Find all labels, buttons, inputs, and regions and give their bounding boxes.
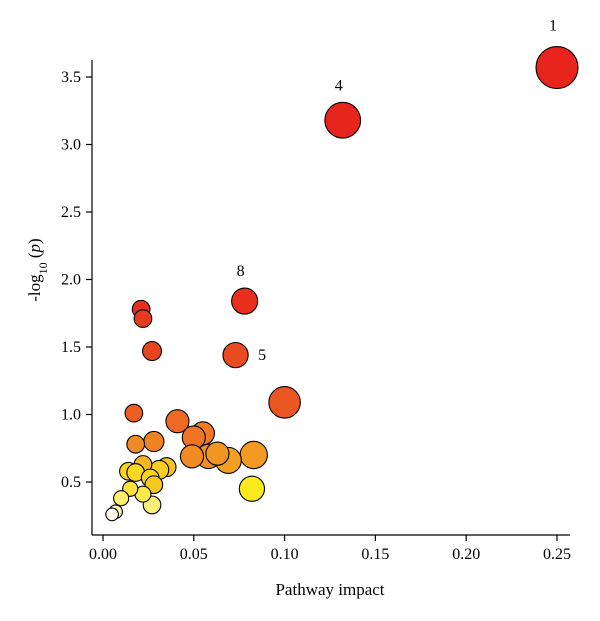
point-label: 8 bbox=[237, 263, 245, 280]
y-tick-label: 1.0 bbox=[61, 407, 81, 424]
x-tick-label: 0.10 bbox=[271, 546, 299, 563]
point-label: 5 bbox=[258, 347, 266, 364]
x-tick-label: 0.15 bbox=[361, 546, 389, 563]
data-point bbox=[535, 46, 579, 90]
y-axis-title-main: -log bbox=[25, 274, 44, 302]
data-point bbox=[113, 490, 130, 507]
data-point bbox=[231, 287, 259, 315]
axes bbox=[91, 60, 570, 536]
y-axis-title: -log10 (p) bbox=[25, 238, 50, 301]
x-tick-label: 0.00 bbox=[89, 546, 117, 563]
bubbles bbox=[105, 46, 579, 522]
x-tick-label: 0.20 bbox=[452, 546, 480, 563]
data-point bbox=[126, 434, 146, 454]
x-tick-label: 0.05 bbox=[180, 546, 208, 563]
data-point bbox=[205, 441, 230, 466]
data-point bbox=[324, 101, 362, 139]
x-ticks: 0.00 0.05 0.10 0.15 0.20 0.25 bbox=[89, 535, 571, 563]
data-point bbox=[238, 475, 266, 502]
data-point bbox=[133, 309, 153, 329]
y-axis-title-close: ) bbox=[25, 238, 44, 244]
data-point bbox=[143, 430, 165, 453]
y-ticks: 0.5 1.0 1.5 2.0 2.5 3.0 3.5 bbox=[61, 69, 92, 491]
y-tick-label: 1.5 bbox=[61, 339, 81, 356]
point-label: 1 bbox=[549, 18, 557, 35]
data-point bbox=[239, 440, 268, 470]
annotations: 1 4 8 5 bbox=[237, 18, 557, 365]
data-point bbox=[165, 409, 190, 434]
y-axis-title-sub: 10 bbox=[36, 262, 50, 274]
data-point bbox=[105, 507, 119, 522]
data-point bbox=[142, 341, 163, 362]
data-point bbox=[222, 341, 249, 369]
data-point bbox=[179, 444, 205, 469]
y-axis-title-var: p bbox=[25, 244, 44, 254]
data-point bbox=[268, 386, 301, 419]
y-tick-label: 2.5 bbox=[61, 204, 81, 221]
y-axis-title-open: ( bbox=[25, 252, 44, 262]
x-axis-title: Pathway impact bbox=[275, 580, 384, 599]
x-tick-label: 0.25 bbox=[543, 546, 571, 563]
y-tick-label: 2.0 bbox=[61, 272, 81, 289]
y-tick-label: 0.5 bbox=[61, 474, 81, 491]
y-tick-label: 3.0 bbox=[61, 137, 81, 154]
data-point bbox=[124, 403, 144, 423]
point-label: 4 bbox=[335, 77, 343, 94]
y-tick-label: 3.5 bbox=[61, 69, 81, 86]
